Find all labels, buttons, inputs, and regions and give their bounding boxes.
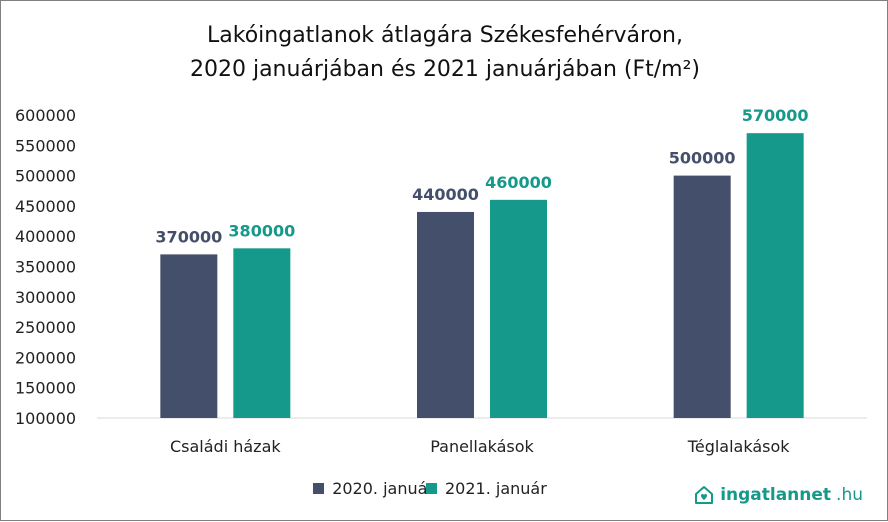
- y-tick-label: 200000: [15, 348, 76, 367]
- data-label: 570000: [742, 106, 809, 125]
- bar: [233, 248, 291, 418]
- legend-item-2021: 2021. január: [426, 479, 547, 498]
- y-tick-label: 600000: [15, 106, 76, 125]
- y-tick-label: 550000: [15, 136, 76, 155]
- data-label: 380000: [228, 221, 295, 240]
- legend-swatch-2020: [313, 483, 325, 494]
- y-tick-label: 450000: [15, 197, 76, 216]
- legend-label-2021: 2021. január: [445, 479, 547, 498]
- y-tick-label: 100000: [15, 409, 76, 428]
- y-tick-label: 400000: [15, 227, 76, 246]
- bar: [746, 133, 804, 418]
- bar: [490, 199, 547, 418]
- legend-label-2020: 2020. január: [332, 479, 434, 498]
- brand-logo: ingatlannet .hu: [693, 484, 863, 506]
- data-label: 370000: [155, 227, 222, 246]
- chart-legend: 2020. január 2021. január: [1, 479, 888, 498]
- x-tick-label: Panellakások: [430, 437, 534, 456]
- x-tick-label: Téglalakások: [687, 437, 790, 456]
- chart-title: Lakóingatlanok átlagára Székesfehérváron…: [1, 19, 888, 87]
- y-tick-label: 150000: [15, 379, 76, 398]
- y-tick-label: 250000: [15, 318, 76, 337]
- x-tick-label: Családi házak: [170, 437, 281, 456]
- bar: [160, 254, 218, 418]
- data-label: 460000: [485, 173, 552, 192]
- logo-name: ingatlannet: [720, 485, 832, 505]
- bar: [673, 175, 731, 418]
- legend-item-2020: 2020. január: [313, 479, 434, 498]
- data-label: 440000: [412, 185, 479, 204]
- chart-title-line-1: Lakóingatlanok átlagára Székesfehérváron…: [207, 23, 683, 48]
- data-label: 500000: [669, 149, 736, 168]
- logo-tld: .hu: [836, 485, 863, 505]
- legend-swatch-2021: [426, 483, 437, 494]
- y-tick-label: 300000: [15, 288, 76, 307]
- chart-title-line-2: 2020 januárjában és 2021 januárjában (Ft…: [189, 57, 701, 82]
- y-tick-label: 350000: [15, 258, 76, 277]
- bar: [417, 211, 474, 418]
- y-tick-label: 500000: [15, 167, 76, 186]
- house-heart-icon: [695, 486, 714, 504]
